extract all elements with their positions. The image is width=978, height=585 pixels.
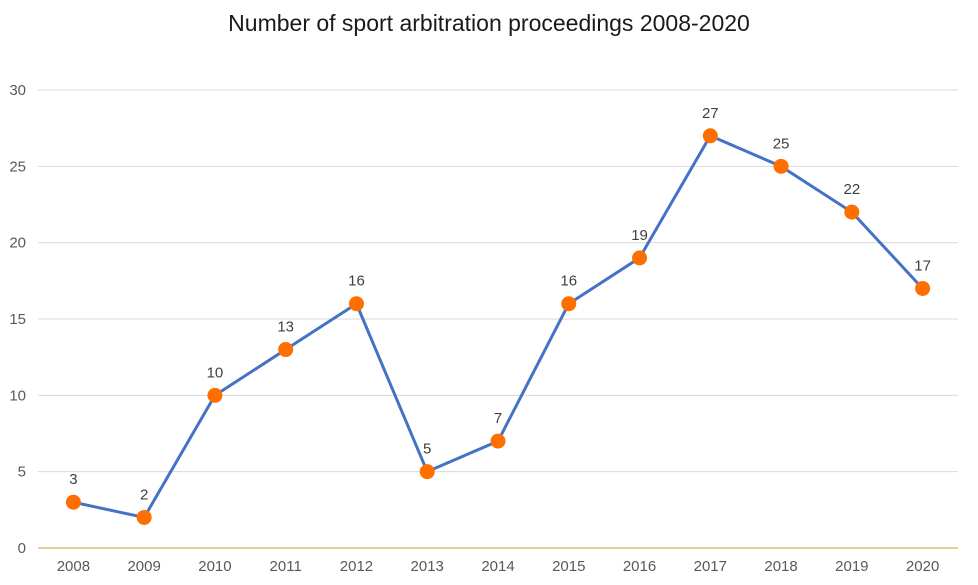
data-label: 25 xyxy=(773,135,790,152)
data-point xyxy=(490,433,506,449)
data-point xyxy=(348,296,364,312)
y-tick-label: 5 xyxy=(18,464,26,481)
data-label: 7 xyxy=(494,410,502,427)
data-label: 3 xyxy=(69,471,77,488)
data-point xyxy=(632,250,648,266)
x-tick-label: 2019 xyxy=(835,558,868,575)
data-label: 13 xyxy=(277,319,294,336)
x-tick-label: 2011 xyxy=(270,558,302,575)
data-point xyxy=(844,204,860,220)
x-tick-label: 2008 xyxy=(57,558,90,575)
series-line xyxy=(73,134,924,519)
chart-title: Number of sport arbitration proceedings … xyxy=(228,10,750,36)
data-label: 16 xyxy=(560,273,577,290)
x-tick-label: 2018 xyxy=(764,558,797,575)
data-label: 10 xyxy=(207,364,224,381)
y-tick-label: 30 xyxy=(9,82,26,99)
data-point xyxy=(702,128,718,144)
y-tick-label: 15 xyxy=(9,311,26,328)
y-tick-label: 10 xyxy=(9,387,26,404)
x-tick-label: 2009 xyxy=(127,558,160,575)
x-tick-label: 2012 xyxy=(340,558,373,575)
data-label: 5 xyxy=(423,441,431,458)
x-tick-label: 2020 xyxy=(906,558,939,575)
data-point xyxy=(65,494,81,510)
y-tick-label: 0 xyxy=(18,540,26,557)
x-tick-label: 2015 xyxy=(552,558,585,575)
data-label: 16 xyxy=(348,273,365,290)
y-tick-label: 20 xyxy=(9,235,26,252)
data-label: 27 xyxy=(702,105,719,122)
x-tick-label: 2014 xyxy=(481,558,514,575)
y-tick-label: 25 xyxy=(9,158,26,175)
x-tick-label: 2017 xyxy=(694,558,727,575)
x-tick-label: 2013 xyxy=(411,558,444,575)
data-point xyxy=(136,509,152,525)
data-label: 2 xyxy=(140,486,148,503)
data-point xyxy=(915,280,931,296)
data-point xyxy=(278,342,294,358)
data-label: 22 xyxy=(844,181,861,198)
x-tick-label: 2010 xyxy=(198,558,231,575)
data-point xyxy=(773,158,789,174)
data-point xyxy=(561,296,577,312)
x-tick-label: 2016 xyxy=(623,558,656,575)
data-point xyxy=(419,464,435,480)
data-label: 17 xyxy=(914,257,931,274)
data-label: 19 xyxy=(631,227,648,244)
data-point xyxy=(207,387,223,403)
